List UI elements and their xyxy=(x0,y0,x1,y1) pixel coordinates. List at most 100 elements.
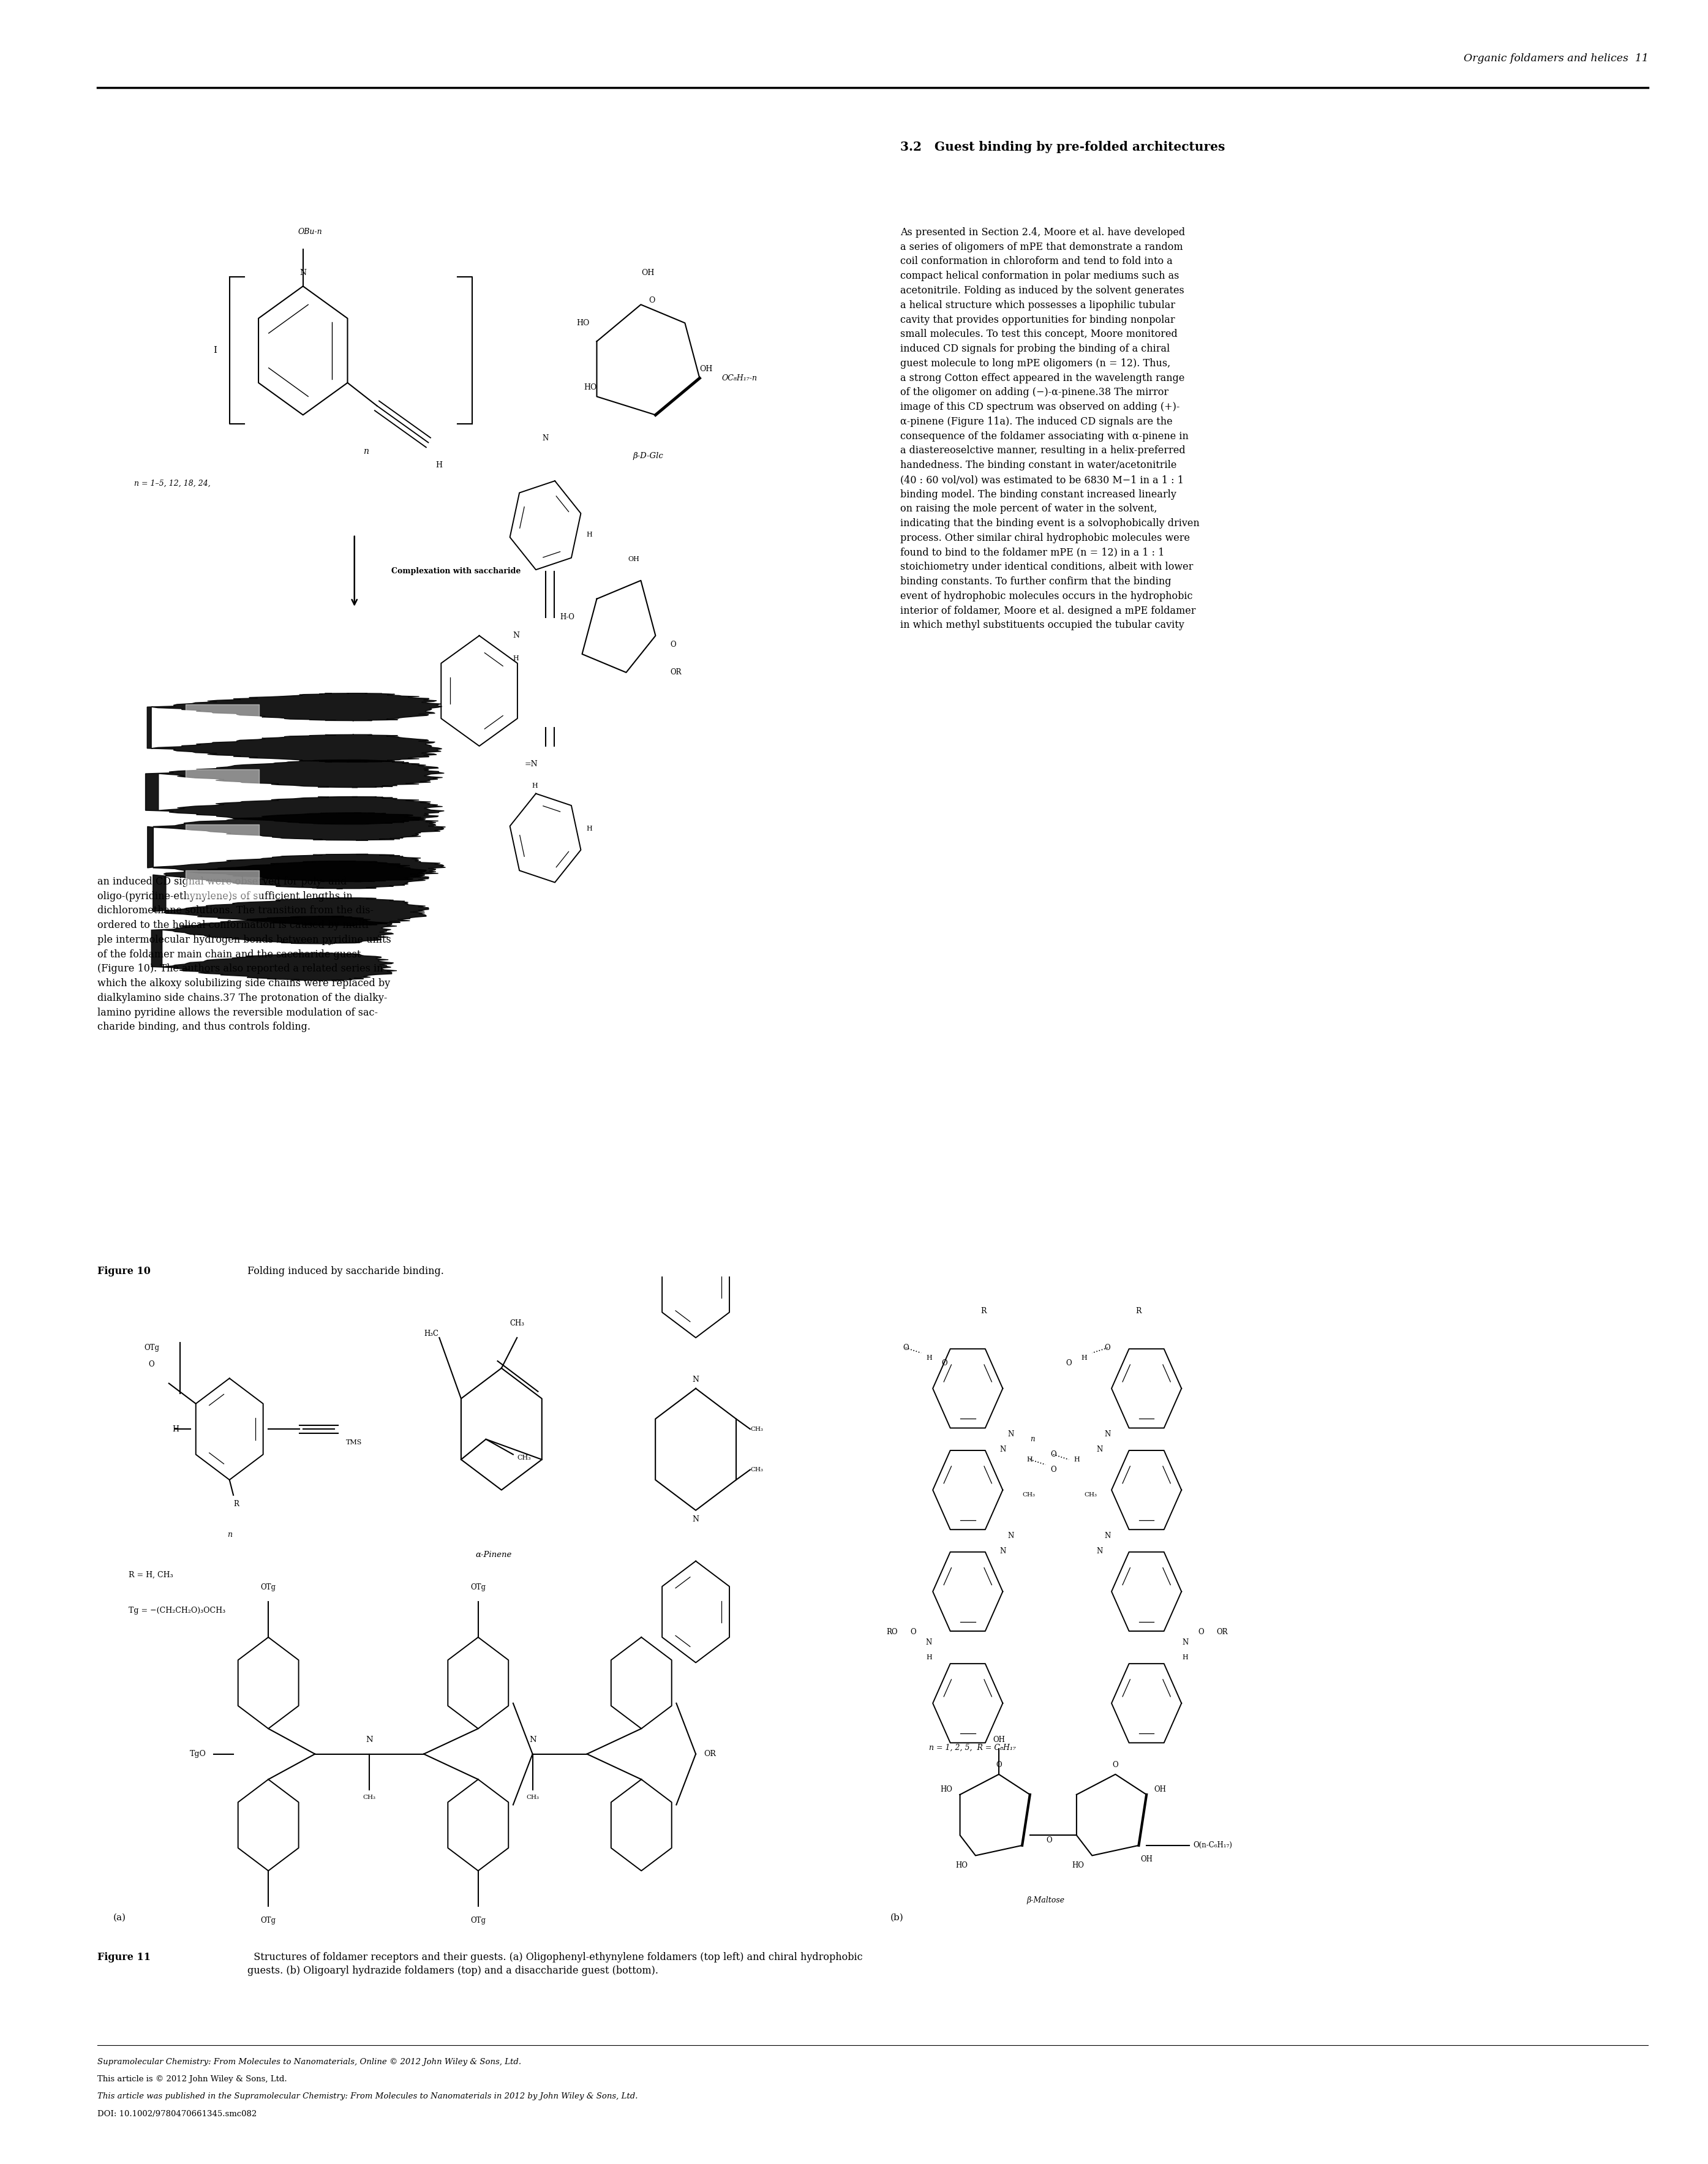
Text: OR: OR xyxy=(1216,1627,1228,1636)
Text: O: O xyxy=(941,1359,948,1368)
Text: O: O xyxy=(1197,1627,1204,1636)
Text: O: O xyxy=(649,296,656,305)
Text: O: O xyxy=(1047,1837,1052,1844)
Text: H: H xyxy=(436,461,442,470)
Text: Figure 10: Figure 10 xyxy=(97,1266,150,1277)
Text: N: N xyxy=(999,1547,1006,1556)
Text: O: O xyxy=(1105,1344,1110,1352)
Text: H: H xyxy=(926,1655,933,1660)
Text: n = 1–5, 12, 18, 24,: n = 1–5, 12, 18, 24, xyxy=(135,480,210,487)
Text: N: N xyxy=(529,1736,536,1744)
Text: H: H xyxy=(926,1355,933,1361)
Text: H: H xyxy=(1027,1456,1033,1463)
Text: O(n-C₆H₁₇): O(n-C₆H₁₇) xyxy=(1194,1842,1231,1850)
Text: O: O xyxy=(149,1361,154,1368)
Text: HO: HO xyxy=(584,383,596,392)
Text: Tg = −(CH₂CH₂O)₃OCH₃: Tg = −(CH₂CH₂O)₃OCH₃ xyxy=(128,1606,225,1614)
Polygon shape xyxy=(147,814,446,881)
Text: N: N xyxy=(1097,1446,1103,1454)
Text: O: O xyxy=(1066,1359,1071,1368)
Text: TgO: TgO xyxy=(190,1751,207,1757)
Polygon shape xyxy=(154,861,429,926)
Text: Structures of foldamer receptors and their guests. (a) Oligophenyl-ethynylene fo: Structures of foldamer receptors and the… xyxy=(248,1952,863,1976)
Text: OH: OH xyxy=(1141,1855,1153,1863)
Text: OC₈H₁₇-n: OC₈H₁₇-n xyxy=(722,374,757,383)
Text: OR: OR xyxy=(670,669,681,677)
Text: O: O xyxy=(910,1627,915,1636)
Text: OH: OH xyxy=(629,556,639,563)
Text: N: N xyxy=(1182,1638,1189,1647)
Text: OH: OH xyxy=(992,1736,1004,1744)
Text: N: N xyxy=(299,268,306,277)
Text: H: H xyxy=(1074,1456,1079,1463)
Text: H: H xyxy=(586,532,593,537)
Text: α-Pinene: α-Pinene xyxy=(475,1552,512,1558)
Text: R = H, CH₃: R = H, CH₃ xyxy=(128,1571,173,1580)
Text: CH₃: CH₃ xyxy=(750,1467,763,1472)
Text: CH₃: CH₃ xyxy=(362,1794,376,1800)
Text: HO: HO xyxy=(955,1861,968,1870)
Text: =N: =N xyxy=(524,760,538,768)
Text: N: N xyxy=(692,1515,699,1523)
Text: β-Maltose: β-Maltose xyxy=(1027,1896,1064,1904)
Polygon shape xyxy=(147,692,442,762)
Text: HO: HO xyxy=(939,1785,953,1794)
Text: Folding induced by saccharide binding.: Folding induced by saccharide binding. xyxy=(248,1266,444,1277)
Text: N: N xyxy=(366,1736,372,1744)
Text: an induced CD signal were observed for poly- and
oligo-(pyridine-ethynylene)s of: an induced CD signal were observed for p… xyxy=(97,876,391,1032)
Text: CH₃: CH₃ xyxy=(526,1794,540,1800)
Text: N: N xyxy=(926,1638,933,1647)
Polygon shape xyxy=(145,760,444,824)
Text: H: H xyxy=(533,783,538,790)
Text: Figure 11: Figure 11 xyxy=(97,1952,150,1963)
Text: N: N xyxy=(1105,1532,1110,1539)
Text: OH: OH xyxy=(700,366,712,372)
Text: OH: OH xyxy=(1155,1785,1167,1794)
Text: CH₃: CH₃ xyxy=(1085,1493,1097,1497)
Text: (a): (a) xyxy=(113,1913,126,1922)
Text: RO: RO xyxy=(886,1627,898,1636)
Text: O: O xyxy=(902,1344,909,1352)
Text: O: O xyxy=(1050,1465,1056,1474)
Text: N: N xyxy=(999,1446,1006,1454)
Text: O: O xyxy=(670,641,676,649)
Text: (b): (b) xyxy=(890,1913,904,1922)
Text: N: N xyxy=(512,632,519,641)
Text: OTg: OTg xyxy=(143,1344,159,1352)
Text: This article was published in the Supramolecular Chemistry: From Molecules to Na: This article was published in the Supram… xyxy=(97,2093,637,2101)
Text: CH₃: CH₃ xyxy=(509,1320,524,1327)
Text: N: N xyxy=(1097,1547,1103,1556)
Text: Organic foldamers and helices  11: Organic foldamers and helices 11 xyxy=(1464,54,1648,65)
Text: n: n xyxy=(362,448,369,457)
Text: CH₃: CH₃ xyxy=(1021,1493,1035,1497)
Text: R: R xyxy=(234,1500,239,1508)
Text: N: N xyxy=(1008,1430,1013,1439)
Text: O: O xyxy=(1050,1450,1056,1459)
Text: H: H xyxy=(173,1426,179,1433)
Text: N: N xyxy=(692,1376,699,1383)
Text: R: R xyxy=(1136,1307,1141,1316)
Text: HO: HO xyxy=(1073,1861,1085,1870)
Text: n: n xyxy=(1030,1435,1035,1443)
Text: OTg: OTg xyxy=(470,1584,485,1591)
Text: N: N xyxy=(1105,1430,1110,1439)
Text: R: R xyxy=(980,1307,986,1316)
Text: OTg: OTg xyxy=(261,1584,277,1591)
Text: H-O: H-O xyxy=(560,612,574,621)
Text: β-D-Glc: β-D-Glc xyxy=(634,452,663,459)
Text: H: H xyxy=(586,827,593,831)
Text: As presented in Section 2.4, Moore et al. have developed
a series of oligomers o: As presented in Section 2.4, Moore et al… xyxy=(900,227,1199,630)
Text: TMS: TMS xyxy=(347,1439,362,1446)
Text: I: I xyxy=(214,346,217,355)
Text: O: O xyxy=(996,1761,1003,1770)
Text: 3.2   Guest binding by pre-folded architectures: 3.2 Guest binding by pre-folded architec… xyxy=(900,141,1225,154)
Polygon shape xyxy=(152,915,396,980)
Text: This article is © 2012 John Wiley & Sons, Ltd.: This article is © 2012 John Wiley & Sons… xyxy=(97,2075,287,2084)
Text: OBu-n: OBu-n xyxy=(299,227,323,236)
Text: N: N xyxy=(541,435,548,444)
Text: OH: OH xyxy=(642,268,654,277)
Text: Supramolecular Chemistry: From Molecules to Nanomaterials, Online © 2012 John Wi: Supramolecular Chemistry: From Molecules… xyxy=(97,2058,521,2067)
Text: OTg: OTg xyxy=(470,1917,485,1924)
Text: Complexation with saccharide: Complexation with saccharide xyxy=(391,567,521,576)
Text: H: H xyxy=(512,656,519,662)
